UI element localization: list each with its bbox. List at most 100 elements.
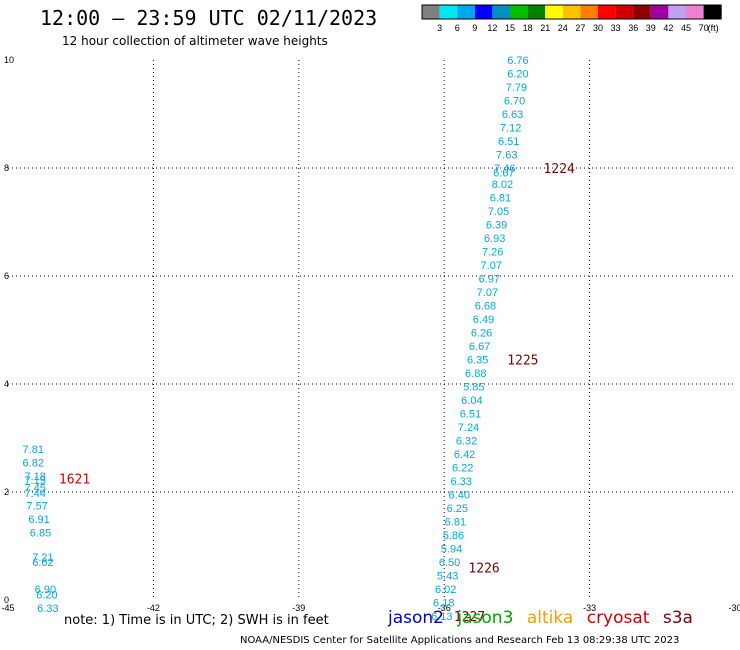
y-tick-label: 2 [4, 487, 9, 497]
wave-height-point: 7.26 [482, 247, 503, 259]
wave-height-point: 5.86 [443, 530, 464, 542]
footer-credit: NOAA/NESDIS Center for Satellite Applica… [240, 635, 680, 646]
colorbar-swatch [439, 5, 458, 19]
wave-height-point: 6.63 [502, 109, 523, 121]
wave-height-point: 6.25 [447, 503, 468, 515]
y-tick-label: 10 [4, 55, 14, 65]
colorbar-swatch [668, 5, 686, 19]
y-tick-label: 6 [4, 271, 9, 281]
wave-height-point: 7.46 [494, 163, 515, 175]
chart-title: 12:00 – 23:59 UTC 02/11/2023 [40, 6, 378, 30]
colorbar-tick-label: 33 [611, 23, 621, 33]
colorbar-tick-label: 12 [487, 23, 497, 33]
colorbar-swatch [457, 5, 475, 19]
colorbar-swatch [510, 5, 528, 19]
colorbar-tick-label: 42 [663, 23, 673, 33]
colorbar-tick-label: 70 [699, 23, 709, 33]
colorbar-tick-label: 39 [646, 23, 656, 33]
wave-height-point: 6.32 [456, 436, 477, 448]
wave-height-point: 5.94 [441, 544, 462, 556]
wave-height-point: 6.91 [28, 514, 49, 526]
wave-height-point: 6.90 [35, 584, 56, 596]
wave-height-point: 6.50 [439, 557, 460, 569]
time-label: 1226 [468, 562, 499, 577]
time-label: 1227 [454, 610, 485, 625]
colorbar-tick-label: 18 [523, 23, 533, 33]
wave-height-point: 6.20 [507, 69, 528, 81]
y-tick-label: 0 [4, 595, 9, 605]
colorbar-swatch [703, 5, 722, 19]
x-tick-label: -36 [438, 603, 451, 613]
colorbar-swatch [492, 5, 510, 19]
wave-height-point: 7.05 [488, 206, 509, 218]
wave-height-point: 6.22 [452, 463, 473, 475]
x-tick-label: -42 [147, 603, 160, 613]
legend-s3a: s3a [662, 608, 693, 628]
wave-height-point: 5.43 [437, 571, 458, 583]
colorbar-swatch [633, 5, 651, 19]
wave-height-point: 7.07 [481, 260, 502, 272]
wave-height-point: 6.81 [445, 517, 466, 529]
legend-jason3: jason3 [457, 608, 514, 628]
wave-height-point: 6.85 [30, 528, 51, 540]
wave-height-point: 6.20 [36, 590, 57, 602]
colorbar-swatch [422, 5, 440, 19]
wave-height-point: 6.33 [37, 603, 58, 615]
colorbar-tick-label: 45 [681, 23, 691, 33]
colorbar-swatch [527, 5, 546, 19]
y-tick-label: 4 [4, 379, 9, 389]
wave-height-point: 6.76 [507, 55, 528, 67]
colorbar-tick-label: 9 [472, 23, 477, 33]
colorbar-tick-label: 24 [558, 23, 568, 33]
wave-height-point: 7.57 [26, 501, 47, 513]
wave-height-point: 7.19 [24, 475, 45, 487]
wave-height-point: 6.51 [498, 136, 519, 148]
colorbar-swatch [686, 5, 704, 19]
wave-height-point: 8.02 [492, 179, 513, 191]
wave-height-point: 6.04 [461, 395, 482, 407]
legend-jason2: jason2 [388, 608, 444, 628]
wave-height-point: 6.35 [467, 355, 488, 367]
satellite-legend: jason2 jason3 altika cryosat s3a [388, 608, 701, 628]
x-tick-label: -45 [1, 603, 14, 613]
x-tick-label: -33 [583, 603, 596, 613]
wave-height-point: 7.21 [32, 552, 53, 564]
wave-height-point: 6.18 [433, 598, 454, 610]
wave-height-point: 5.85 [463, 382, 484, 394]
x-tick-label: -39 [292, 603, 305, 613]
wave-height-point: 7.07 [477, 287, 498, 299]
chart-subtitle: 12 hour collection of altimeter wave hei… [62, 34, 328, 48]
wave-height-point: 6.62 [32, 557, 53, 569]
wave-height-point: 7.18 [24, 471, 45, 483]
colorbar-swatch [562, 5, 581, 19]
wave-height-point: 7.81 [23, 444, 44, 456]
wave-height-point: 6.70 [504, 96, 525, 108]
time-label: 1621 [59, 473, 90, 488]
colorbar-swatch [615, 5, 634, 19]
wave-height-point: 6.39 [486, 220, 507, 232]
colorbar-swatch [598, 5, 616, 19]
wave-height-point: 6.33 [451, 476, 472, 488]
wave-height-point: 6.67 [493, 167, 514, 179]
legend-cryosat: cryosat [586, 608, 650, 628]
colorbar-tick-label: 21 [540, 23, 550, 33]
note-text: note: 1) Time is in UTC; 2) SWH is in fe… [64, 613, 329, 628]
colorbar-tick-label: 27 [575, 23, 585, 33]
colorbar-tick-label: 30 [593, 23, 603, 33]
wave-height-point: 7.45 [24, 483, 45, 495]
wave-height-point: 7.79 [506, 82, 527, 94]
time-label: 1225 [507, 354, 538, 369]
legend-altika: altika [526, 608, 574, 628]
wave-height-point: 6.97 [479, 274, 500, 286]
colorbar-tick-label: 3 [437, 23, 442, 33]
wave-height-point: 6.26 [471, 328, 492, 340]
colorbar-tick-label: 6 [455, 23, 460, 33]
wave-height-point: 6.51 [460, 409, 481, 421]
colorbar-tick-label: 15 [505, 23, 515, 33]
wave-height-point: 6.82 [23, 457, 44, 469]
wave-height-point: 6.68 [475, 301, 496, 313]
y-tick-label: 8 [4, 163, 9, 173]
colorbar: 3 6 9 12 15 18 21 24 27 30 33 36 39 42 45 70(ft) [421, 4, 722, 33]
colorbar-swatch [474, 5, 493, 19]
